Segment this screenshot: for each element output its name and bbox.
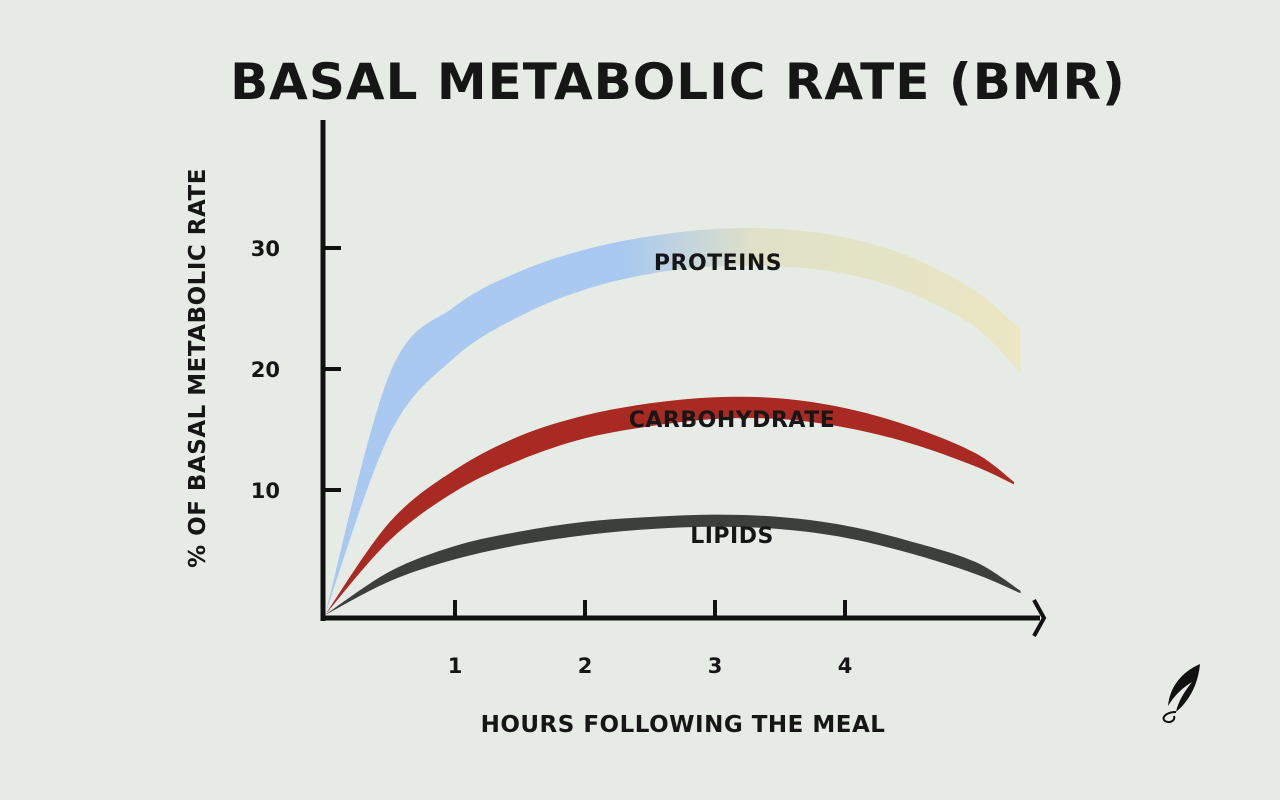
chart-title: BASAL METABOLIC RATE (BMR) — [230, 53, 1126, 111]
series-band-proteins — [325, 228, 1021, 615]
y-tick-label: 30 — [251, 237, 280, 261]
series-band-lipids — [325, 514, 1021, 615]
x-tick-label: 2 — [578, 654, 593, 678]
y-tick-label: 10 — [251, 479, 280, 503]
series-label-lipids: LIPIDS — [690, 524, 774, 549]
series-label-carbohydrate: CARBOHYDRATE — [629, 408, 835, 433]
y-axis-label: % OF BASAL METABOLIC RATE — [185, 168, 211, 568]
x-axis-arrow — [1032, 599, 1047, 637]
ticks-layer: 1 2 3 4 10 20 30 — [251, 237, 853, 678]
x-tick-label: 4 — [838, 654, 853, 678]
series-layer — [325, 228, 1021, 615]
series-band-carbohydrate — [325, 396, 1014, 615]
y-tick-label: 20 — [251, 358, 280, 382]
x-tick-label: 3 — [708, 654, 723, 678]
x-axis-label: HOURS FOLLOWING THE MEAL — [481, 712, 886, 738]
series-label-proteins: PROTEINS — [654, 251, 782, 276]
x-tick-label: 1 — [448, 654, 463, 678]
feather-icon — [1162, 664, 1200, 724]
